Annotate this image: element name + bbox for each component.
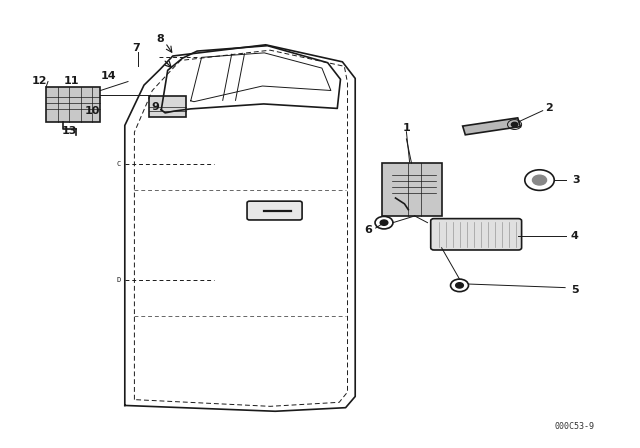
Text: 7: 7 [132, 43, 140, 53]
Text: 10: 10 [85, 106, 100, 116]
FancyBboxPatch shape [247, 201, 302, 220]
Text: 13: 13 [61, 126, 77, 136]
FancyBboxPatch shape [431, 219, 522, 250]
Text: 12: 12 [32, 76, 47, 86]
Text: D: D [116, 277, 120, 283]
Bar [46, 87, 100, 122]
Circle shape [511, 122, 518, 127]
Text: 4: 4 [571, 231, 579, 241]
Bar [149, 96, 186, 117]
Bar [382, 163, 442, 216]
Circle shape [380, 220, 388, 225]
Text: 9: 9 [152, 102, 159, 112]
Text: 000C53-9: 000C53-9 [555, 422, 595, 431]
Text: 14: 14 [101, 71, 116, 81]
Text: 3: 3 [572, 175, 580, 185]
Text: 2: 2 [545, 103, 553, 113]
Text: 11: 11 [64, 76, 79, 86]
Text: 6: 6 [364, 225, 372, 235]
Circle shape [532, 175, 547, 185]
Circle shape [456, 283, 463, 288]
Text: 8: 8 [156, 34, 164, 44]
Polygon shape [463, 118, 520, 135]
Text: 5: 5 [571, 285, 579, 295]
Text: C: C [116, 161, 120, 168]
Text: 1: 1 [403, 123, 410, 133]
